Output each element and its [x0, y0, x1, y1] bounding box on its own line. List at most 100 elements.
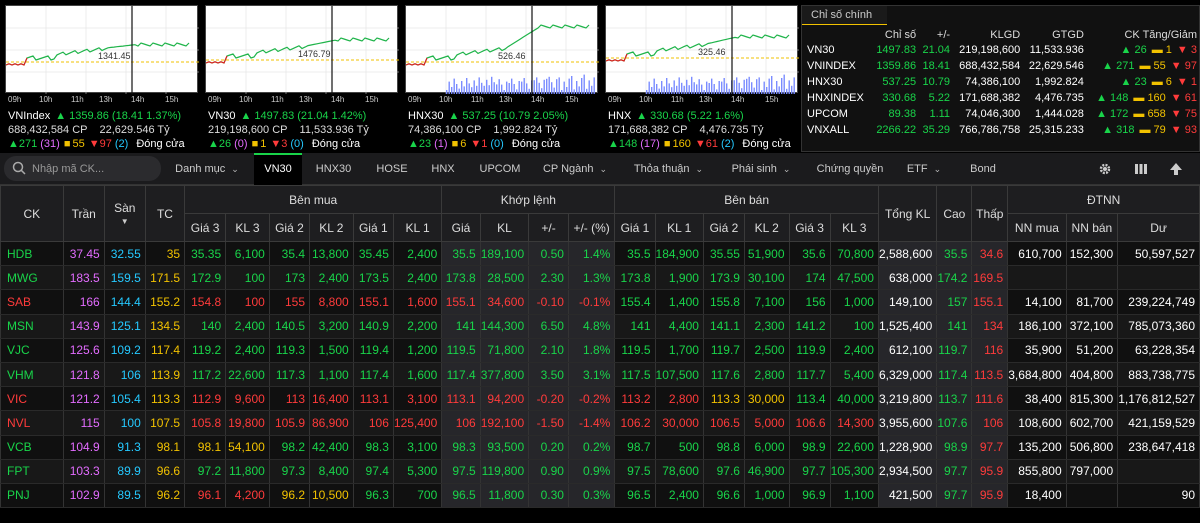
- index-row[interactable]: VN30 1497.83 21.04 219,198,600 11,533.936 ▲ 2…: [802, 42, 1200, 58]
- index-chart-hnx30[interactable]: 526.46 09h 10h 11h 13h 14h 15h HNX30 ▲ 537.25 (10…: [405, 5, 599, 150]
- col-header-ck[interactable]: CK: [0, 185, 64, 242]
- index-row[interactable]: HNXINDEX 330.68 5.22 171,688,382 4,476.735 ▲ …: [802, 90, 1200, 106]
- col-header-san[interactable]: Sàn ▼: [103, 185, 146, 242]
- columns-icon[interactable]: [1133, 161, 1149, 177]
- gear-icon[interactable]: [1097, 161, 1113, 177]
- col-header-match-3[interactable]: +/- (%): [567, 213, 616, 242]
- tab-bond[interactable]: Bond: [958, 153, 1008, 185]
- symbol[interactable]: FPT: [0, 459, 64, 484]
- volume-bar: [681, 82, 683, 94]
- stock-row[interactable]: VHM 121.8 106 113.9 117.2 22,600 117.3 1,100 117…: [0, 362, 1200, 388]
- col-header-foreign[interactable]: ĐTNN: [1007, 185, 1200, 214]
- col-header-match-1[interactable]: KL: [479, 213, 530, 242]
- symbol[interactable]: HDB: [0, 241, 64, 267]
- tab-vn30[interactable]: VN30: [254, 153, 302, 185]
- symbol[interactable]: MSN: [0, 314, 64, 339]
- stock-row[interactable]: HDB 37.45 32.55 35 35.35 6,100 35.4 13,800 35.45…: [0, 241, 1200, 267]
- stock-row[interactable]: PNJ 102.9 89.5 96.2 96.1 4,200 96.2 10,500 96.3 7…: [0, 483, 1200, 509]
- index-breadth: ▲ 172 ▬ 658 ▼ 75: [1088, 106, 1200, 122]
- ask-volume-1: 107,500: [654, 362, 704, 388]
- index-chart-vn30[interactable]: 1476.79 09h 10h 11h 13h 14h 15h VN30 ▲ 1497.83 (2…: [205, 5, 399, 150]
- col-header-sell-4[interactable]: Giá 3: [788, 213, 831, 242]
- tab-hose[interactable]: HOSE: [367, 153, 417, 185]
- stock-row[interactable]: MSN 143.9 125.1 134.5 140 2,400 140.5 3,200 140.…: [0, 314, 1200, 339]
- index-row[interactable]: VNINDEX 1359.86 18.41 688,432,584 22,629.546…: [802, 58, 1200, 74]
- stock-row[interactable]: VJC 125.6 109.2 117.4 119.2 2,400 119.3 1,500 11…: [0, 338, 1200, 363]
- bid-price-1: 117.4: [352, 362, 394, 388]
- volume-bar: [523, 78, 525, 94]
- symbol[interactable]: NVL: [0, 410, 64, 436]
- tab-cp-ngành[interactable]: CP Ngành ⌄: [533, 153, 617, 185]
- col-header-match[interactable]: Khớp lệnh: [441, 185, 616, 214]
- stock-row[interactable]: VIC 121.2 105.4 113.3 112.9 9,600 113 16,400 113…: [0, 386, 1200, 412]
- col-header-match-2[interactable]: +/-: [528, 213, 569, 242]
- col-header-sell-2[interactable]: Giá 2: [702, 213, 745, 242]
- col-header-high[interactable]: Cao: [936, 185, 973, 242]
- stock-row[interactable]: VCB 104.9 91.3 98.1 98.1 54,100 98.2 42,400 98.3…: [0, 435, 1200, 460]
- col-header-sell-3[interactable]: KL 2: [743, 213, 790, 242]
- stock-row[interactable]: FPT 103.3 89.9 96.6 97.2 11,800 97.3 8,400 97.4 5…: [0, 459, 1200, 484]
- index-volume: 171,688,382: [959, 92, 1021, 104]
- stock-row[interactable]: SAB 166 144.4 155.2 154.8 100 155 8,800 155.1 1,6…: [0, 289, 1200, 315]
- ceiling-price: 37.45: [62, 241, 105, 267]
- stock-search[interactable]: [4, 156, 161, 181]
- symbol[interactable]: VHM: [0, 362, 64, 388]
- tab-hnx[interactable]: HNX: [421, 153, 465, 185]
- symbol[interactable]: VIC: [0, 386, 64, 412]
- volume-bar: [496, 84, 498, 94]
- symbol[interactable]: SAB: [0, 289, 64, 315]
- symbol[interactable]: VCB: [0, 435, 64, 460]
- col-header-low[interactable]: Thấp: [971, 185, 1009, 242]
- col-header-match-0[interactable]: Giá: [441, 213, 481, 242]
- col-header-total[interactable]: Tổng KL: [877, 185, 938, 242]
- col-header-foreign-2[interactable]: Dư: [1117, 213, 1200, 242]
- symbol[interactable]: VJC: [0, 338, 64, 363]
- bid-price-1: 140.9: [352, 314, 394, 339]
- high-price: 174.2: [936, 265, 973, 291]
- symbol[interactable]: PNJ: [0, 483, 64, 509]
- tab-chứng-quyền[interactable]: Chứng quyền: [808, 153, 892, 185]
- col-header-tc[interactable]: TC: [144, 185, 186, 242]
- symbol[interactable]: MWG: [0, 265, 64, 291]
- stock-row[interactable]: NVL 115 100 107.5 105.8 19,800 105.9 86,900 106 1…: [0, 410, 1200, 436]
- tab-phái-sinh[interactable]: Phái sinh ⌄: [720, 153, 802, 185]
- index-value-line: HNX30 ▲ 537.25 (10.79 2.05%): [408, 110, 568, 122]
- col-header-sell-1[interactable]: KL 1: [654, 213, 704, 242]
- col-header-buy-4[interactable]: Giá 1: [352, 213, 394, 242]
- foreign-buy: 3,684,800: [1007, 362, 1067, 388]
- index-chart-vnindex[interactable]: 1341.45 09h 10h 11h 13h 14h 15h VNIndex ▲ 1359.86…: [5, 5, 199, 150]
- col-header-foreign-0[interactable]: NN mua: [1007, 213, 1067, 242]
- ask-price-1: 113.2: [614, 386, 656, 412]
- tab-upcom[interactable]: UPCOM: [472, 153, 528, 185]
- col-header-buy-2[interactable]: Giá 2: [268, 213, 311, 242]
- col-header-buy-5[interactable]: KL 1: [392, 213, 443, 242]
- col-header-buy[interactable]: Bên mua: [184, 185, 443, 214]
- col-header-foreign-1[interactable]: NN bán: [1065, 213, 1119, 242]
- col-header-tran[interactable]: Trần: [62, 185, 105, 242]
- index-row[interactable]: UPCOM 89.38 1.11 74,046,300 1,444.028 ▲ 172 ▬ …: [802, 106, 1200, 122]
- tab-hnx30[interactable]: HNX30: [306, 153, 361, 185]
- main-index-title[interactable]: Chỉ số chính: [802, 6, 887, 25]
- index-row[interactable]: HNX30 537.25 10.79 74,386,100 1,992.824 ▲ 23 ▬…: [802, 74, 1200, 90]
- sort-desc-icon[interactable]: ▼: [120, 217, 129, 226]
- flat-icon: ■: [451, 138, 459, 150]
- match-price: 173.8: [441, 265, 481, 291]
- ask-price-3: 174: [788, 265, 831, 291]
- col-header-buy-1[interactable]: KL 3: [225, 213, 270, 242]
- col-header-sell[interactable]: Bên bán: [614, 185, 879, 214]
- volume-bar: [453, 78, 455, 94]
- tab-etf[interactable]: ETF ⌄: [896, 153, 952, 185]
- tab-thỏa-thuận[interactable]: Thỏa thuận ⌄: [623, 153, 714, 185]
- col-header-buy-0[interactable]: Giá 3: [184, 213, 227, 242]
- arrow-up-icon[interactable]: [1168, 161, 1184, 177]
- down-arrow-icon: ▼: [270, 138, 282, 150]
- stock-row[interactable]: MWG 183.5 159.5 171.5 172.9 100 173 2,400 173.5 2…: [0, 265, 1200, 291]
- volume-bar: [501, 84, 503, 94]
- col-header-buy-3[interactable]: KL 2: [309, 213, 354, 242]
- col-header-sell-0[interactable]: Giá 1: [614, 213, 656, 242]
- index-chart-hnx[interactable]: 325.46 09h 10h 11h 13h 14h 15h HNX ▲ 330.68 (5.22…: [605, 5, 799, 150]
- index-row[interactable]: VNXALL 2266.22 35.29 766,786,758 25,315.233 ▲…: [802, 122, 1200, 138]
- tab-danh-mục[interactable]: Danh mục ⌄: [165, 153, 249, 185]
- stock-search-input[interactable]: [32, 160, 152, 177]
- col-header-sell-5[interactable]: KL 3: [829, 213, 879, 242]
